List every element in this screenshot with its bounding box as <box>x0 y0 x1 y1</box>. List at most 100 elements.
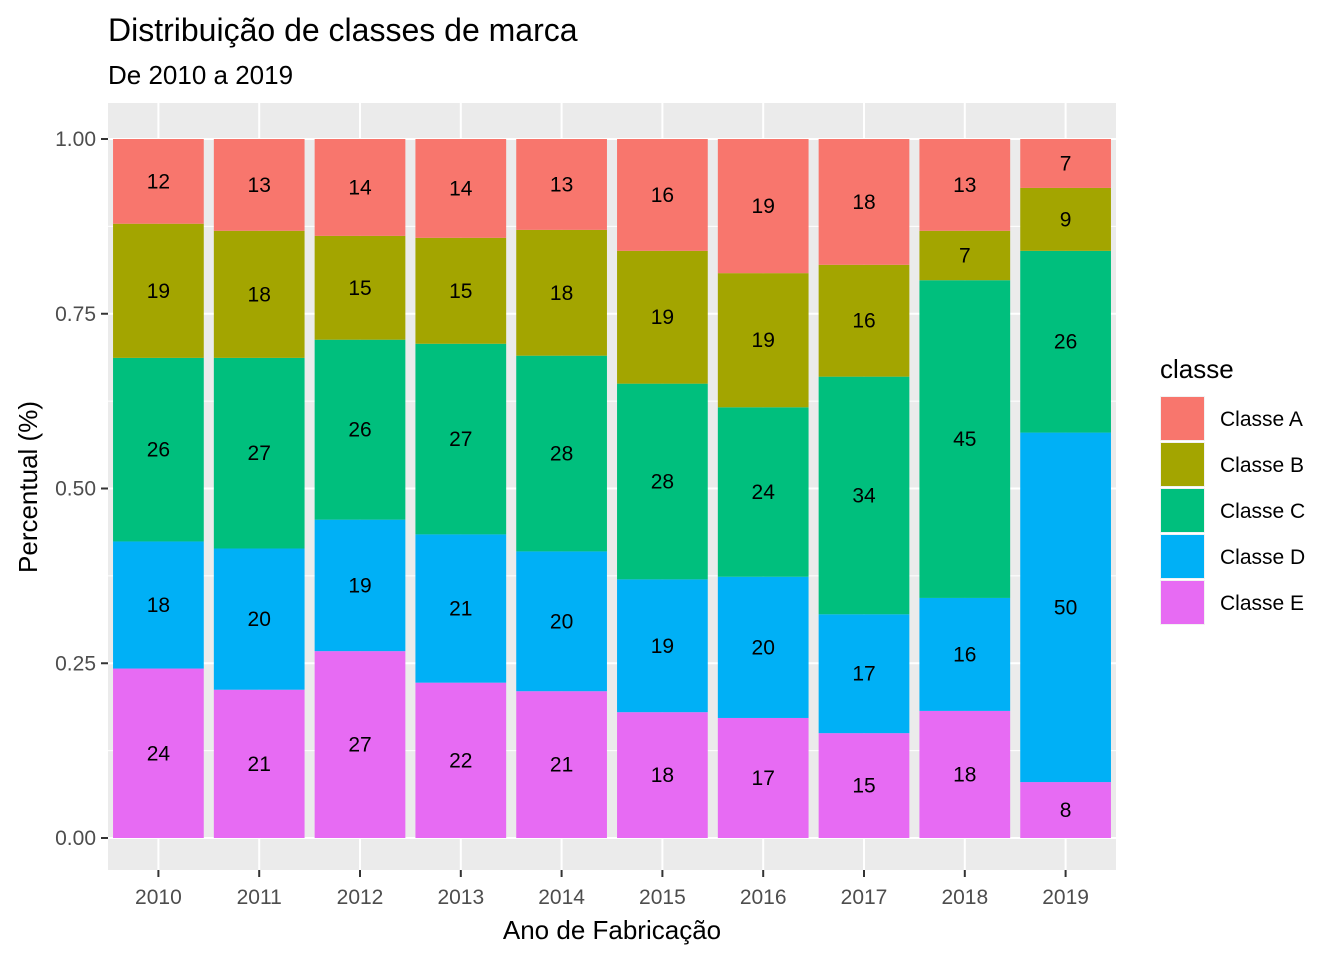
data-label-2011-classe-d: 20 <box>248 608 271 631</box>
data-label-2014-classe-d: 20 <box>550 610 573 633</box>
bar-segment-2010-classe-e <box>113 668 204 838</box>
data-label-2018-classe-e: 18 <box>953 763 976 786</box>
x-tick-label: 2012 <box>337 886 384 909</box>
bar-segment-2012-classe-d <box>314 519 406 652</box>
data-label-2013-classe-a: 14 <box>449 177 473 200</box>
data-label-2019-classe-b: 9 <box>1060 208 1072 231</box>
data-label-2013-classe-b: 15 <box>449 280 472 303</box>
legend-swatch <box>1161 535 1204 578</box>
data-label-2016-classe-d: 20 <box>752 636 775 659</box>
bar-segment-2017-classe-a <box>818 139 910 265</box>
bar-segment-2014-classe-a <box>516 139 607 230</box>
data-label-2010-classe-c: 26 <box>147 439 170 462</box>
data-label-2012-classe-c: 26 <box>348 419 371 442</box>
data-label-2011-classe-b: 18 <box>248 283 271 306</box>
bar-segment-2011-classe-d <box>213 548 305 690</box>
data-label-2015-classe-a: 16 <box>651 184 674 207</box>
bar-segment-2015-classe-b <box>617 250 708 384</box>
chart-subtitle: De 2010 a 2019 <box>108 60 293 90</box>
data-label-2012-classe-d: 19 <box>348 574 371 597</box>
data-label-2016-classe-c: 24 <box>752 481 776 504</box>
bar-segment-2015-classe-c <box>617 383 708 580</box>
bar-segment-2015-classe-e <box>617 712 708 838</box>
bar-segment-2019-classe-a <box>1020 139 1111 188</box>
data-label-2016-classe-a: 19 <box>752 195 775 218</box>
x-tick-label: 2016 <box>740 886 787 909</box>
data-label-2019-classe-a: 7 <box>1060 152 1072 175</box>
data-label-2010-classe-d: 18 <box>147 594 170 617</box>
data-label-2012-classe-e: 27 <box>348 734 371 757</box>
bar-segment-2017-classe-e <box>818 733 910 838</box>
x-tick-label: 2013 <box>437 886 484 909</box>
x-tick-label: 2011 <box>237 886 282 909</box>
bar-segment-2019-classe-c <box>1020 250 1111 433</box>
bar-segment-2010-classe-c <box>113 357 204 542</box>
x-tick-label: 2015 <box>639 886 686 909</box>
bar-segment-2017-classe-b <box>818 264 910 377</box>
data-label-2010-classe-b: 19 <box>147 280 170 303</box>
data-label-2014-classe-e: 21 <box>550 754 573 777</box>
bar-segment-2012-classe-c <box>314 339 406 520</box>
legend-swatch <box>1161 581 1204 624</box>
data-label-2012-classe-a: 14 <box>348 176 372 199</box>
y-tick-label: 1.00 <box>55 128 96 151</box>
bar-segment-2014-classe-e <box>516 691 607 838</box>
x-tick-label: 2019 <box>1042 886 1089 909</box>
data-label-2017-classe-d: 17 <box>852 663 875 686</box>
legend-swatch <box>1161 443 1204 486</box>
x-tick-label: 2010 <box>135 886 182 909</box>
data-label-2014-classe-a: 13 <box>550 173 573 196</box>
y-axis: 0.00 0.25 0.50 0.75 1.00 <box>55 128 108 850</box>
bar-segment-2012-classe-e <box>314 651 406 838</box>
data-label-2017-classe-e: 15 <box>852 775 875 798</box>
legend: classe Classe A Classe B Classe C Classe D C… <box>1160 354 1305 625</box>
data-label-2015-classe-d: 19 <box>651 635 674 658</box>
bar-segment-2017-classe-d <box>818 614 910 734</box>
bar-segment-2018-classe-d <box>919 597 1011 711</box>
bar-segment-2012-classe-a <box>314 139 406 236</box>
bar-segment-2010-classe-d <box>113 541 204 669</box>
bar-segment-2015-classe-d <box>617 579 708 713</box>
bar-segment-2015-classe-a <box>617 139 708 251</box>
y-tick-label: 0.00 <box>55 827 96 850</box>
bar-segment-2016-classe-e <box>717 717 809 838</box>
legend-label: Classe E <box>1220 592 1304 615</box>
data-label-2015-classe-c: 28 <box>651 471 674 494</box>
bar-segment-2013-classe-a <box>415 139 507 238</box>
data-label-2010-classe-a: 12 <box>147 170 170 193</box>
legend-swatch <box>1161 397 1204 440</box>
x-axis-title: Ano de Fabricação <box>503 915 721 945</box>
y-tick-label: 0.75 <box>55 303 96 326</box>
data-label-2013-classe-e: 22 <box>449 749 472 772</box>
bar-segment-2013-classe-e <box>415 682 507 838</box>
data-label-2019-classe-d: 50 <box>1054 596 1077 619</box>
data-label-2016-classe-e: 17 <box>752 767 775 790</box>
bar-segment-2018-classe-c <box>919 280 1011 598</box>
data-label-2019-classe-e: 8 <box>1060 799 1072 822</box>
legend-swatch <box>1161 489 1204 532</box>
bar-segment-2016-classe-c <box>717 407 809 577</box>
data-label-2017-classe-b: 16 <box>852 310 875 333</box>
data-label-2014-classe-b: 18 <box>550 282 573 305</box>
bar-segment-2018-classe-a <box>919 139 1011 231</box>
x-tick-label: 2017 <box>841 886 888 909</box>
data-label-2014-classe-c: 28 <box>550 443 573 466</box>
legend-label: Classe A <box>1220 408 1303 431</box>
bar-segment-2013-classe-d <box>415 534 507 683</box>
legend-label: Classe D <box>1220 546 1305 569</box>
data-label-2016-classe-b: 19 <box>752 329 775 352</box>
data-label-2011-classe-a: 13 <box>248 174 271 197</box>
bar-segment-2014-classe-c <box>516 355 607 552</box>
bar-segment-2010-classe-b <box>113 223 204 358</box>
data-label-2012-classe-b: 15 <box>348 277 371 300</box>
data-label-2015-classe-b: 19 <box>651 306 674 329</box>
bars <box>113 139 1111 838</box>
bar-segment-2011-classe-c <box>213 357 305 549</box>
data-label-2018-classe-d: 16 <box>953 643 976 666</box>
bar-segment-2011-classe-e <box>213 689 305 838</box>
data-label-2013-classe-d: 21 <box>449 598 472 621</box>
data-label-2015-classe-e: 18 <box>651 764 674 787</box>
bar-segment-2018-classe-b <box>919 230 1011 281</box>
bar-segment-2016-classe-b <box>717 273 809 408</box>
